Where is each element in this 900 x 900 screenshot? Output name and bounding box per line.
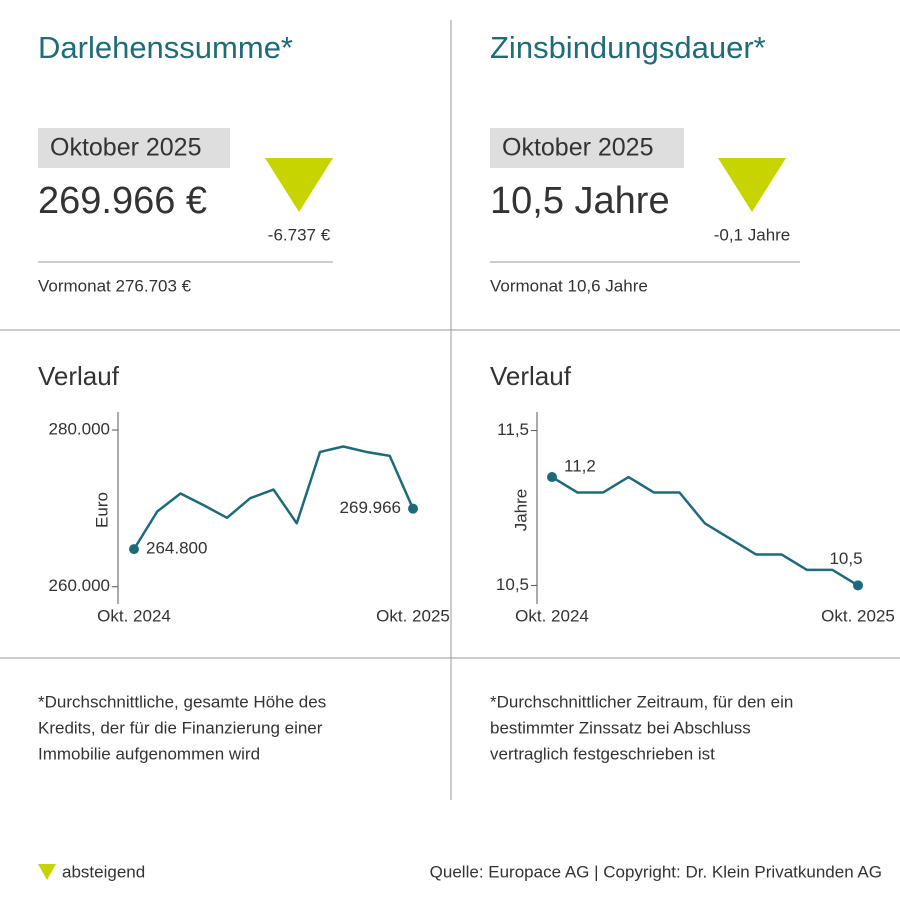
y-tick-label: 10,5 [496, 575, 529, 594]
source: Quelle: Europace AG | Copyright: Dr. Kle… [430, 862, 882, 881]
y-tick-label: 260.000 [49, 576, 110, 595]
current-value: 10,5 Jahre [490, 180, 670, 222]
x-tick-label: Okt. 2024 [97, 606, 171, 625]
previous: Vormonat 10,6 Jahre [490, 276, 648, 295]
footnote: Immobilie aufgenommen wird [38, 744, 260, 763]
value-label: 264.800 [146, 539, 207, 558]
chart-title: Verlauf [490, 361, 572, 391]
value-label: 269.966 [340, 498, 401, 517]
point [408, 503, 418, 514]
month-box [490, 128, 684, 168]
footnote: vertraglich festgeschrieben ist [490, 744, 715, 763]
y-tick-label: 280.000 [49, 420, 110, 439]
value-label: 10,5 [829, 549, 862, 568]
y-tick-label: 11,5 [497, 420, 529, 439]
down-arrow [265, 158, 333, 212]
y-axis-label: Jahre [511, 489, 530, 532]
point [547, 472, 557, 483]
point [129, 544, 139, 555]
month: Oktober 2025 [50, 134, 202, 162]
down-arrow [718, 158, 786, 212]
footnote: bestimmter Zinssatz bei Abschluss [490, 718, 751, 737]
x-tick-label: Okt. 2025 [821, 606, 895, 625]
change: -6.737 € [268, 225, 331, 244]
current-value: 269.966 € [38, 180, 207, 222]
change: -0,1 Jahre [714, 225, 791, 244]
x-tick-label: Okt. 2024 [515, 606, 589, 625]
legend-arrow [38, 864, 56, 880]
panel-title: Zinsbindungsdauer* [490, 30, 766, 65]
footnote: *Durchschnittliche, gesamte Höhe des [38, 692, 326, 711]
line [132, 445, 415, 550]
point [853, 580, 863, 591]
footnote: *Durchschnittlicher Zeitraum, für den ei… [490, 692, 793, 711]
month: Oktober 2025 [502, 134, 654, 162]
x-tick-label: Okt. 2025 [376, 606, 450, 625]
y-axis-label: Euro [92, 492, 111, 528]
value-label: 11,2 [564, 457, 596, 476]
line [551, 475, 859, 587]
previous: Vormonat 276.703 € [38, 276, 192, 295]
panel-title: Darlehenssumme* [38, 30, 293, 65]
legend-label: absteigend [62, 862, 145, 881]
chart-title: Verlauf [38, 361, 120, 391]
month-box [38, 128, 230, 168]
footnote: Kredits, der für die Finanzierung einer [38, 718, 323, 737]
